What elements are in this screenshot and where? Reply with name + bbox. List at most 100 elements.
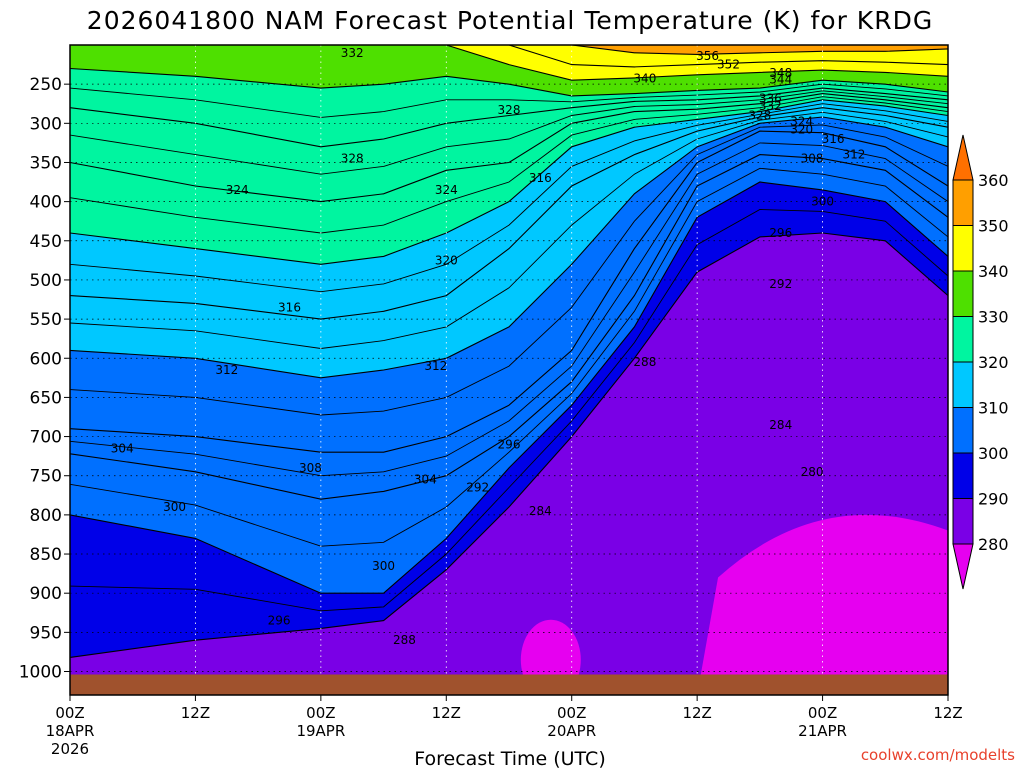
colorbar-tick-label: 320 <box>978 353 1009 372</box>
y-tick-label: 650 <box>30 388 62 408</box>
contour-label: 324 <box>435 183 458 197</box>
x-tick-label: 00Z <box>808 704 837 722</box>
y-tick-label: 450 <box>30 232 62 252</box>
y-tick-label: 500 <box>30 271 62 291</box>
contour-label: 316 <box>822 132 845 146</box>
colorbar-band <box>952 270 974 317</box>
isentrope-316 <box>70 107 948 320</box>
contour-label: 288 <box>633 355 656 369</box>
colorbar-band <box>952 361 974 408</box>
contour-label: 320 <box>435 253 458 267</box>
chart-title: 2026041800 NAM Forecast Potential Temper… <box>87 6 933 35</box>
contour-label: 356 <box>696 49 719 63</box>
x-tick-date: 19APR <box>296 722 345 740</box>
contour-label: 336 <box>759 91 782 105</box>
fill-above-356 <box>571 45 948 55</box>
colorbar-tick-label: 290 <box>978 490 1009 509</box>
x-tick-label: 12Z <box>181 704 210 722</box>
contour-label: 332 <box>759 99 782 113</box>
isentrope-mid-304 <box>70 142 948 477</box>
isentrope-340 <box>446 45 948 81</box>
contour-label: 328 <box>341 152 364 166</box>
contour-label: 308 <box>801 152 824 166</box>
contour-label: 328 <box>498 103 521 117</box>
x-tick-date: 21APR <box>798 722 847 740</box>
colorbar-band <box>952 225 974 272</box>
contour-label: 328 <box>748 108 771 122</box>
plot-frame <box>69 44 949 696</box>
contour-label: 304 <box>414 473 437 487</box>
colorbar-tick-label: 340 <box>978 262 1009 281</box>
contour-label: 352 <box>717 58 740 72</box>
contour-label: 300 <box>163 500 186 514</box>
isentrope-300 <box>70 181 948 594</box>
x-axis-label: Forecast Time (UTC) <box>414 748 605 768</box>
x-tick-label: 00Z <box>557 704 586 722</box>
colorbar-tick-label: 360 <box>978 171 1009 190</box>
colorbar-band <box>952 407 974 454</box>
isentrope-348 <box>508 45 948 68</box>
y-tick-label: 1000 <box>19 663 62 683</box>
y-tick-label: 850 <box>30 545 62 565</box>
contour-label: 292 <box>466 480 489 494</box>
contour-label: 300 <box>811 195 834 209</box>
contour-label: 292 <box>769 277 792 291</box>
pressure-axis: 250 300 350 400 450 500 550 600 650 700 750 800 850 9… <box>19 75 70 683</box>
x-tick-label: 00Z <box>55 704 84 722</box>
isentrope-320 <box>70 99 948 265</box>
contour-label: 320 <box>790 123 813 137</box>
x-tick-label: 12Z <box>682 704 711 722</box>
credit-text: coolwx.com/modelts <box>861 746 1015 764</box>
y-tick-label: 950 <box>30 623 62 643</box>
contour-label: 324 <box>226 183 249 197</box>
colorbar: 360 350 340 330 320 310 300 290 280 <box>952 134 1009 590</box>
y-tick-label: 350 <box>30 153 62 173</box>
contour-label: 348 <box>769 66 792 80</box>
contour-label: 312 <box>215 363 238 377</box>
grid-layer <box>70 45 948 695</box>
contour-label: 300 <box>372 559 395 573</box>
contour-label: 304 <box>111 441 134 455</box>
isentrope-mid-324 <box>70 90 948 175</box>
contour-label: 288 <box>393 633 416 647</box>
contour-label: 312 <box>424 359 447 373</box>
colorbar-band <box>952 316 974 363</box>
theta-fill-layer <box>70 45 948 695</box>
contour-label: 296 <box>769 226 792 240</box>
contour-label: 308 <box>299 461 322 475</box>
x-tick-date: 18APR <box>46 722 95 740</box>
y-tick-label: 300 <box>30 114 62 134</box>
colorbar-tick-label: 300 <box>978 444 1009 463</box>
y-tick-label: 250 <box>30 75 62 95</box>
cold-pocket-2 <box>697 514 948 695</box>
y-tick-label: 400 <box>30 193 62 213</box>
contour-label: 312 <box>842 148 865 162</box>
x-tick-label: 12Z <box>432 704 461 722</box>
contour-label: 280 <box>801 465 824 479</box>
x-tick-year: 2026 <box>51 740 89 758</box>
contour-label: 284 <box>529 504 552 518</box>
contour-label: 344 <box>769 72 792 86</box>
x-tick-label: 12Z <box>933 704 962 722</box>
colorbar-bottom-arrow <box>952 543 974 590</box>
contour-label: 296 <box>268 614 291 628</box>
colorbar-tick-label: 330 <box>978 308 1009 327</box>
colorbar-band <box>952 452 974 499</box>
y-tick-label: 750 <box>30 467 62 487</box>
colorbar-band <box>952 498 974 545</box>
y-tick-label: 700 <box>30 428 62 448</box>
y-tick-label: 900 <box>30 584 62 604</box>
colorbar-top-arrow <box>952 134 974 181</box>
contour-label: 284 <box>769 418 792 432</box>
contour-label: 324 <box>790 115 813 129</box>
x-tick-label: 00Z <box>306 704 335 722</box>
y-tick-label: 800 <box>30 506 62 526</box>
contour-label: 316 <box>278 300 301 314</box>
colorbar-tick-label: 350 <box>978 217 1009 236</box>
contour-label: 332 <box>341 46 364 60</box>
colorbar-band <box>952 179 974 226</box>
